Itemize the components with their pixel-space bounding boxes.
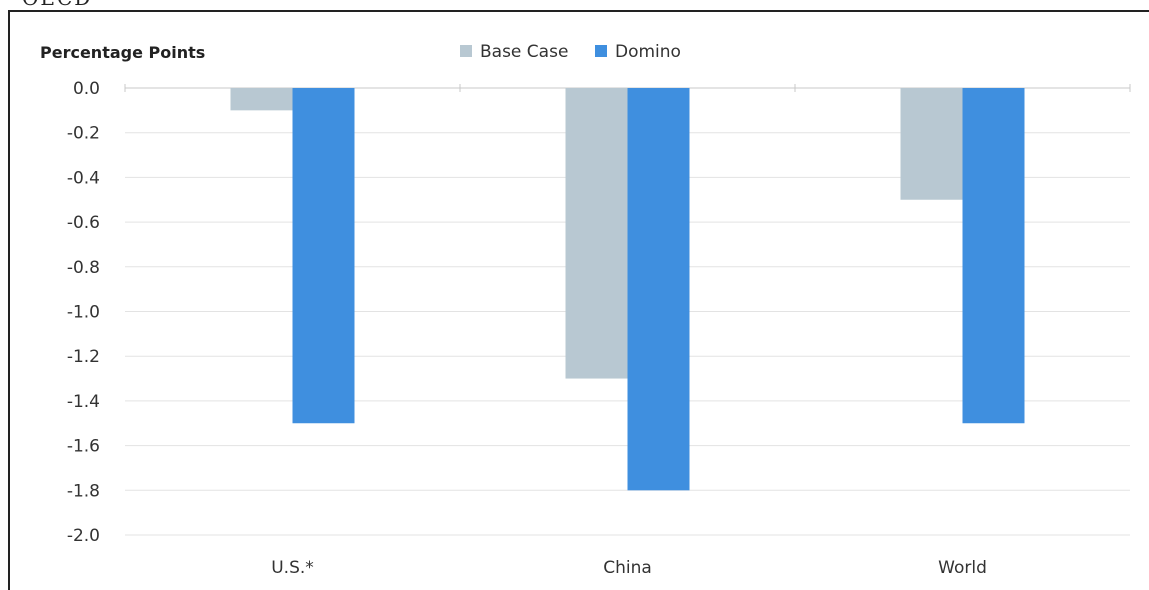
legend-label-0: Base Case [480,42,568,62]
y-tick-label: -1.4 [67,392,100,412]
chart-frame [8,10,1149,590]
bar-base-case-0 [230,88,293,111]
y-axis-title: Percentage Points [40,43,205,62]
bar-base-case-1 [565,88,628,379]
y-tick-label: -1.8 [67,481,100,501]
x-axis-categories: U.S.* China World [271,558,987,578]
legend-swatch-0 [460,45,472,57]
legend-label-1: Domino [615,42,681,62]
bar-domino-1 [627,88,690,491]
bar-base-case-2 [900,88,963,200]
x-category-label: World [938,558,987,578]
bar-domino-0 [292,88,355,424]
x-category-label: China [603,558,652,578]
y-tick-label: -0.6 [67,213,100,233]
y-tick-label: -1.6 [67,437,100,457]
bar-domino-2 [962,88,1025,424]
y-tick-label: -1.2 [67,347,100,367]
y-tick-label: -0.2 [67,124,100,144]
y-tick-label: -1.0 [67,303,100,323]
y-axis-ticks: 0.0 -0.2 -0.4 -0.6 -0.8 -1.0 -1.2 -1.4 -1.6 -1.8 -… [67,79,100,546]
x-category-label: U.S.* [271,558,314,578]
legend: Base Case Domino [460,42,681,62]
legend-swatch-1 [595,45,607,57]
source-label: OECD [22,0,92,10]
bars [230,88,1025,491]
y-tick-label: -0.8 [67,258,100,278]
y-tick-label: 0.0 [73,79,100,99]
y-tick-label: -0.4 [67,168,100,188]
y-tick-label: -2.0 [67,526,100,546]
